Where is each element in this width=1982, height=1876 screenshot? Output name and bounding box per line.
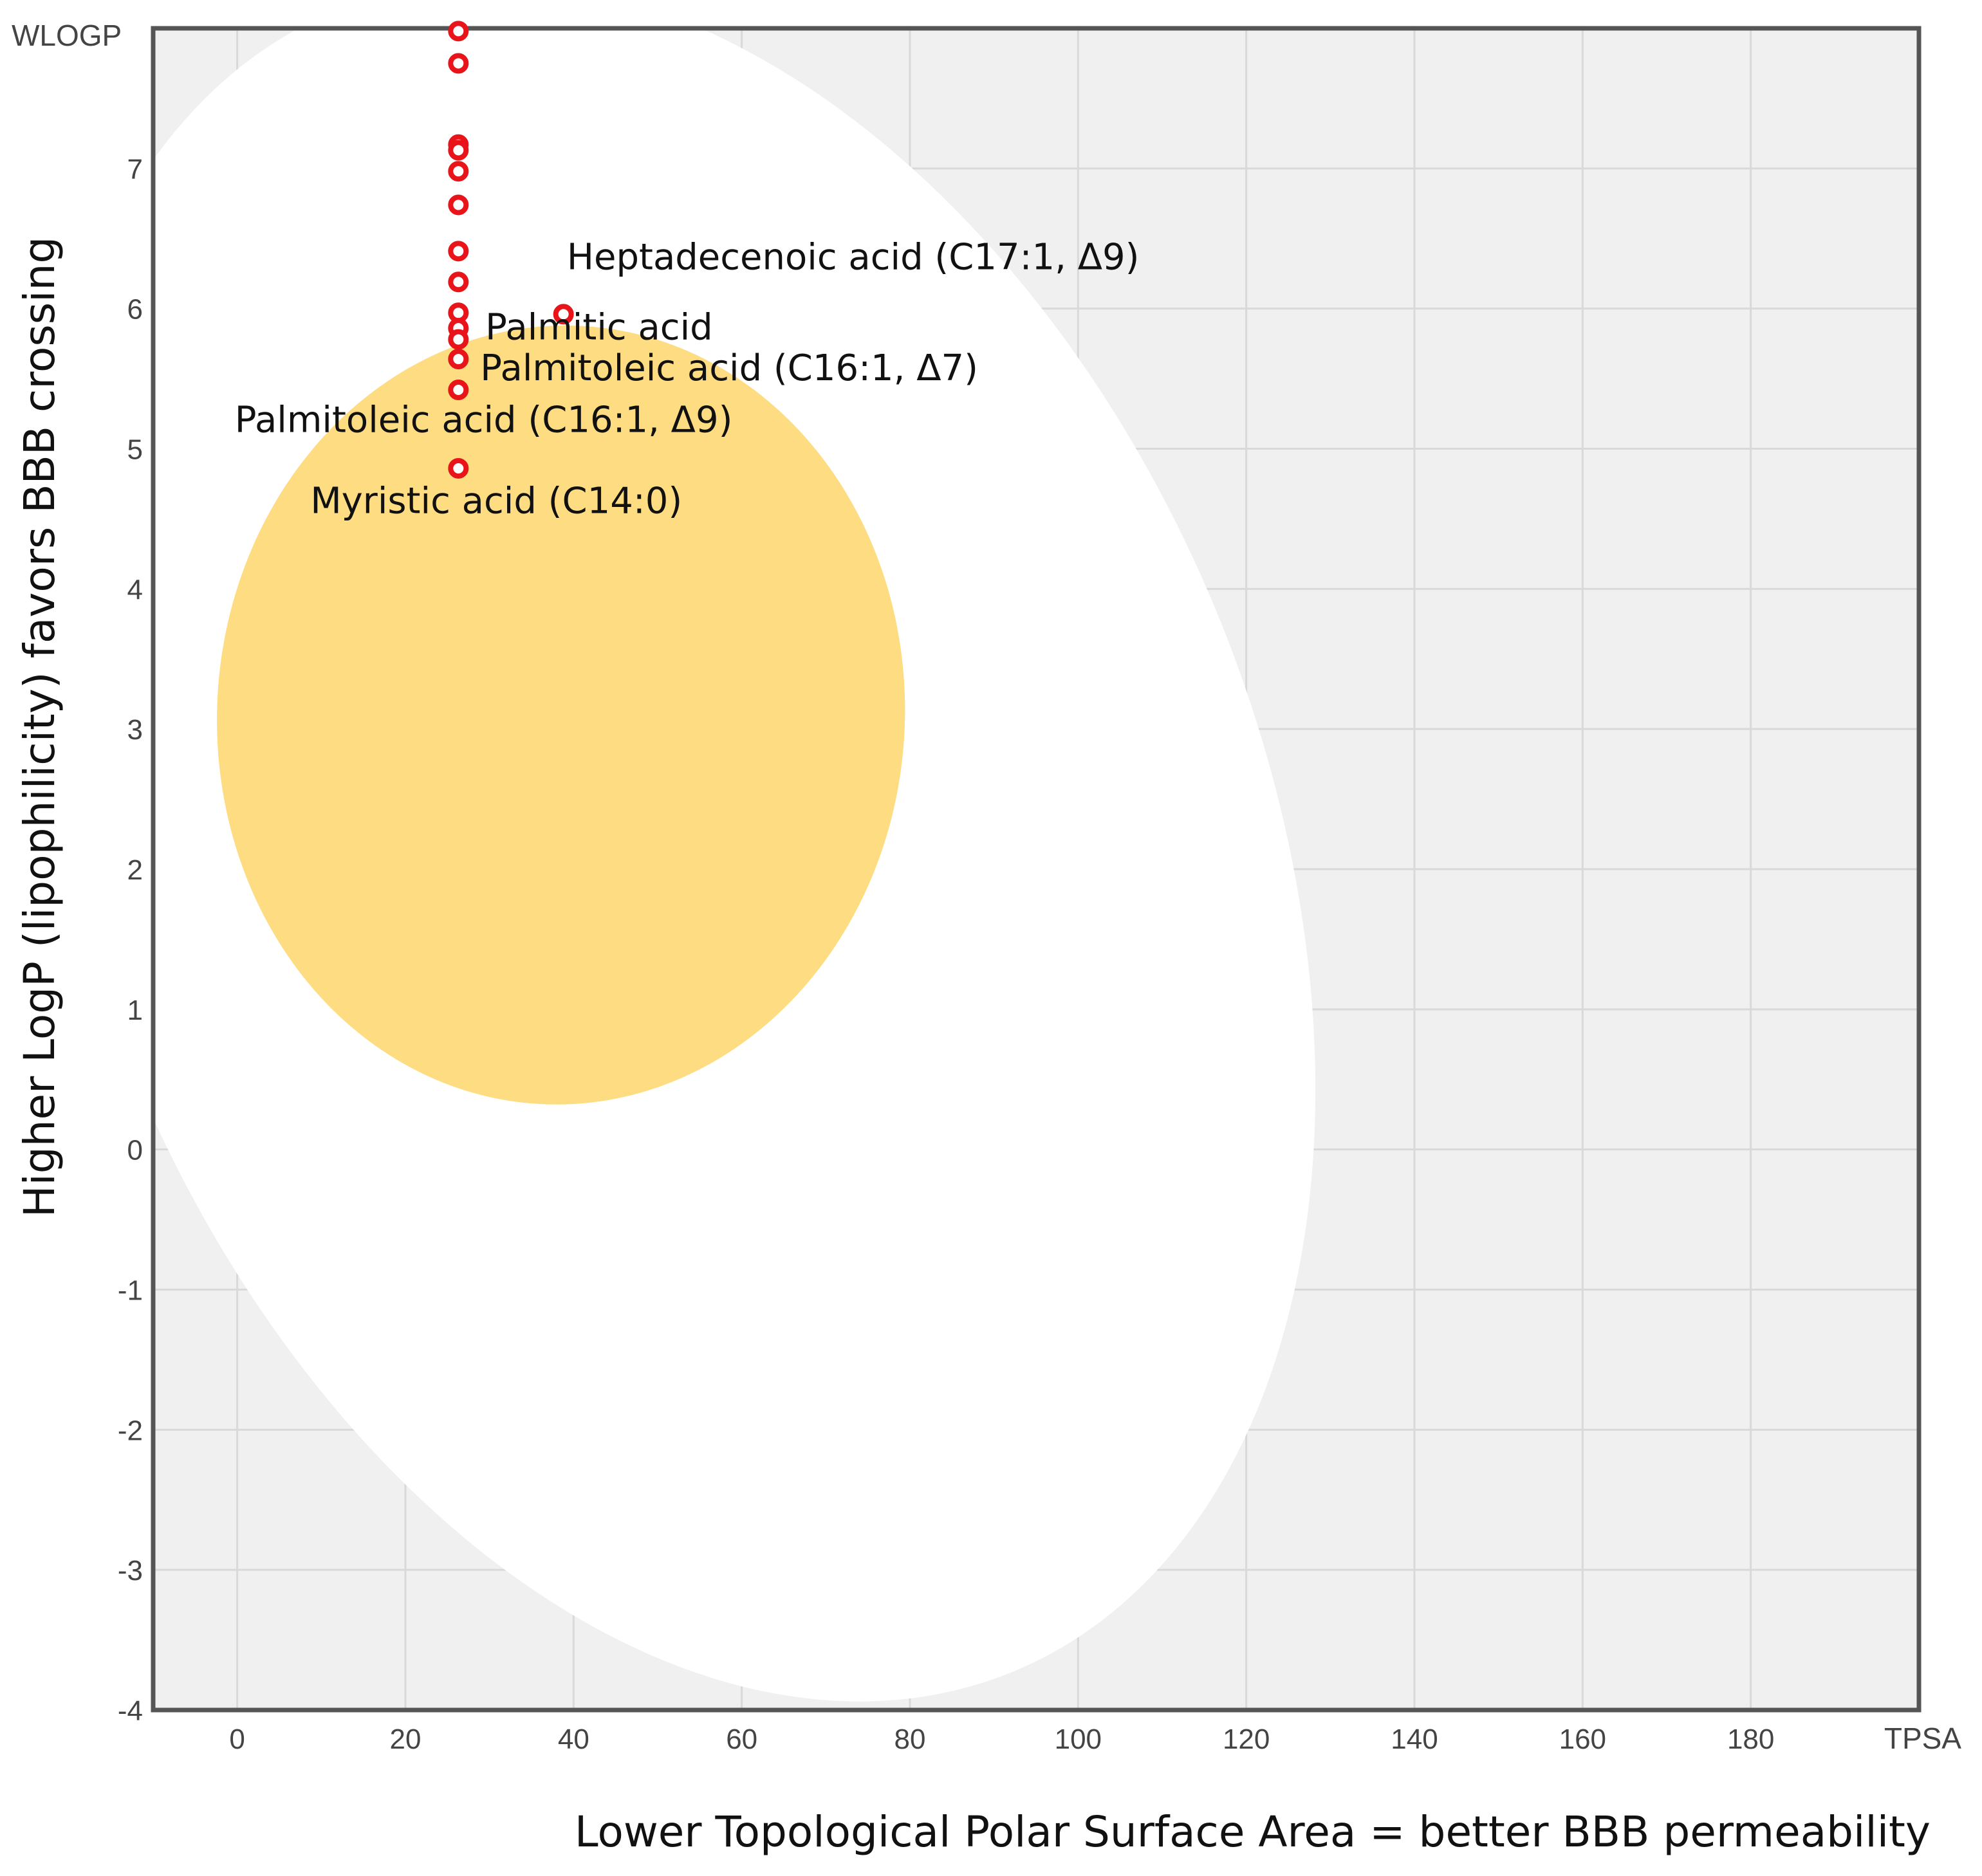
- regions: [217, 325, 905, 1105]
- data-point: [448, 194, 469, 216]
- point-annotation: Palmitoleic acid (C16:1, Δ7): [480, 347, 978, 389]
- data-point: [448, 271, 469, 293]
- data-point: [448, 329, 469, 350]
- x-tick-label: 180: [1727, 1724, 1774, 1755]
- y-tick-label: 0: [127, 1135, 143, 1166]
- yolk-region: [217, 325, 905, 1105]
- y-tick-label: -4: [118, 1695, 143, 1727]
- y-tick-labels: -4 -3 -2 -1 0 1 2 3 4 5 6 7: [118, 154, 143, 1727]
- y-tick-label: 3: [127, 714, 143, 746]
- x-tick-label: 120: [1223, 1724, 1270, 1755]
- y-tick-label: -2: [118, 1415, 143, 1446]
- y-tick-label: 4: [127, 574, 143, 605]
- data-point: [553, 304, 574, 325]
- data-point: [448, 349, 469, 370]
- y-tick-label: -3: [118, 1555, 143, 1586]
- x-tick-label: 160: [1559, 1724, 1606, 1755]
- data-point: [448, 457, 469, 479]
- y-axis-name: WLOGP: [12, 19, 122, 52]
- y-axis-title: Higher LogP (lipophilicity) favors BBB c…: [15, 237, 64, 1217]
- point-annotation: Myristic acid (C14:0): [310, 481, 682, 522]
- data-points: [448, 21, 574, 479]
- x-tick-label: 80: [894, 1724, 926, 1755]
- x-tick-label: 20: [390, 1724, 421, 1755]
- x-tick-label: 60: [726, 1724, 757, 1755]
- y-tick-label: 5: [127, 434, 143, 466]
- data-point: [448, 21, 469, 42]
- x-axis-title: Lower Topological Polar Surface Area = b…: [575, 1807, 1931, 1857]
- x-tick-label: 40: [558, 1724, 589, 1755]
- y-tick-label: 7: [127, 154, 143, 185]
- data-point: [448, 241, 469, 262]
- point-annotation: Heptadecenoic acid (C17:1, Δ9): [567, 237, 1140, 279]
- x-tick-label: 0: [229, 1724, 245, 1755]
- x-tick-labels: 0 20 40 60 80 100 120 140 160 180: [229, 1724, 1774, 1755]
- point-annotations: Heptadecenoic acid (C17:1, Δ9) Palmitic a…: [235, 237, 1140, 522]
- data-point: [448, 53, 469, 74]
- y-tick-label: 1: [127, 995, 143, 1026]
- y-tick-label: -1: [118, 1275, 143, 1307]
- point-annotation: Palmitic acid: [485, 307, 713, 349]
- data-point: [448, 380, 469, 401]
- x-tick-label: 100: [1055, 1724, 1102, 1755]
- y-tick-label: 2: [127, 854, 143, 886]
- data-point: [448, 161, 469, 182]
- x-axis-name: TPSA: [1884, 1722, 1961, 1755]
- y-tick-label: 6: [127, 294, 143, 326]
- plot-frame: [151, 26, 1922, 1713]
- point-annotation: Palmitoleic acid (C16:1, Δ9): [235, 399, 733, 441]
- x-tick-label: 140: [1391, 1724, 1438, 1755]
- data-point: [448, 140, 469, 161]
